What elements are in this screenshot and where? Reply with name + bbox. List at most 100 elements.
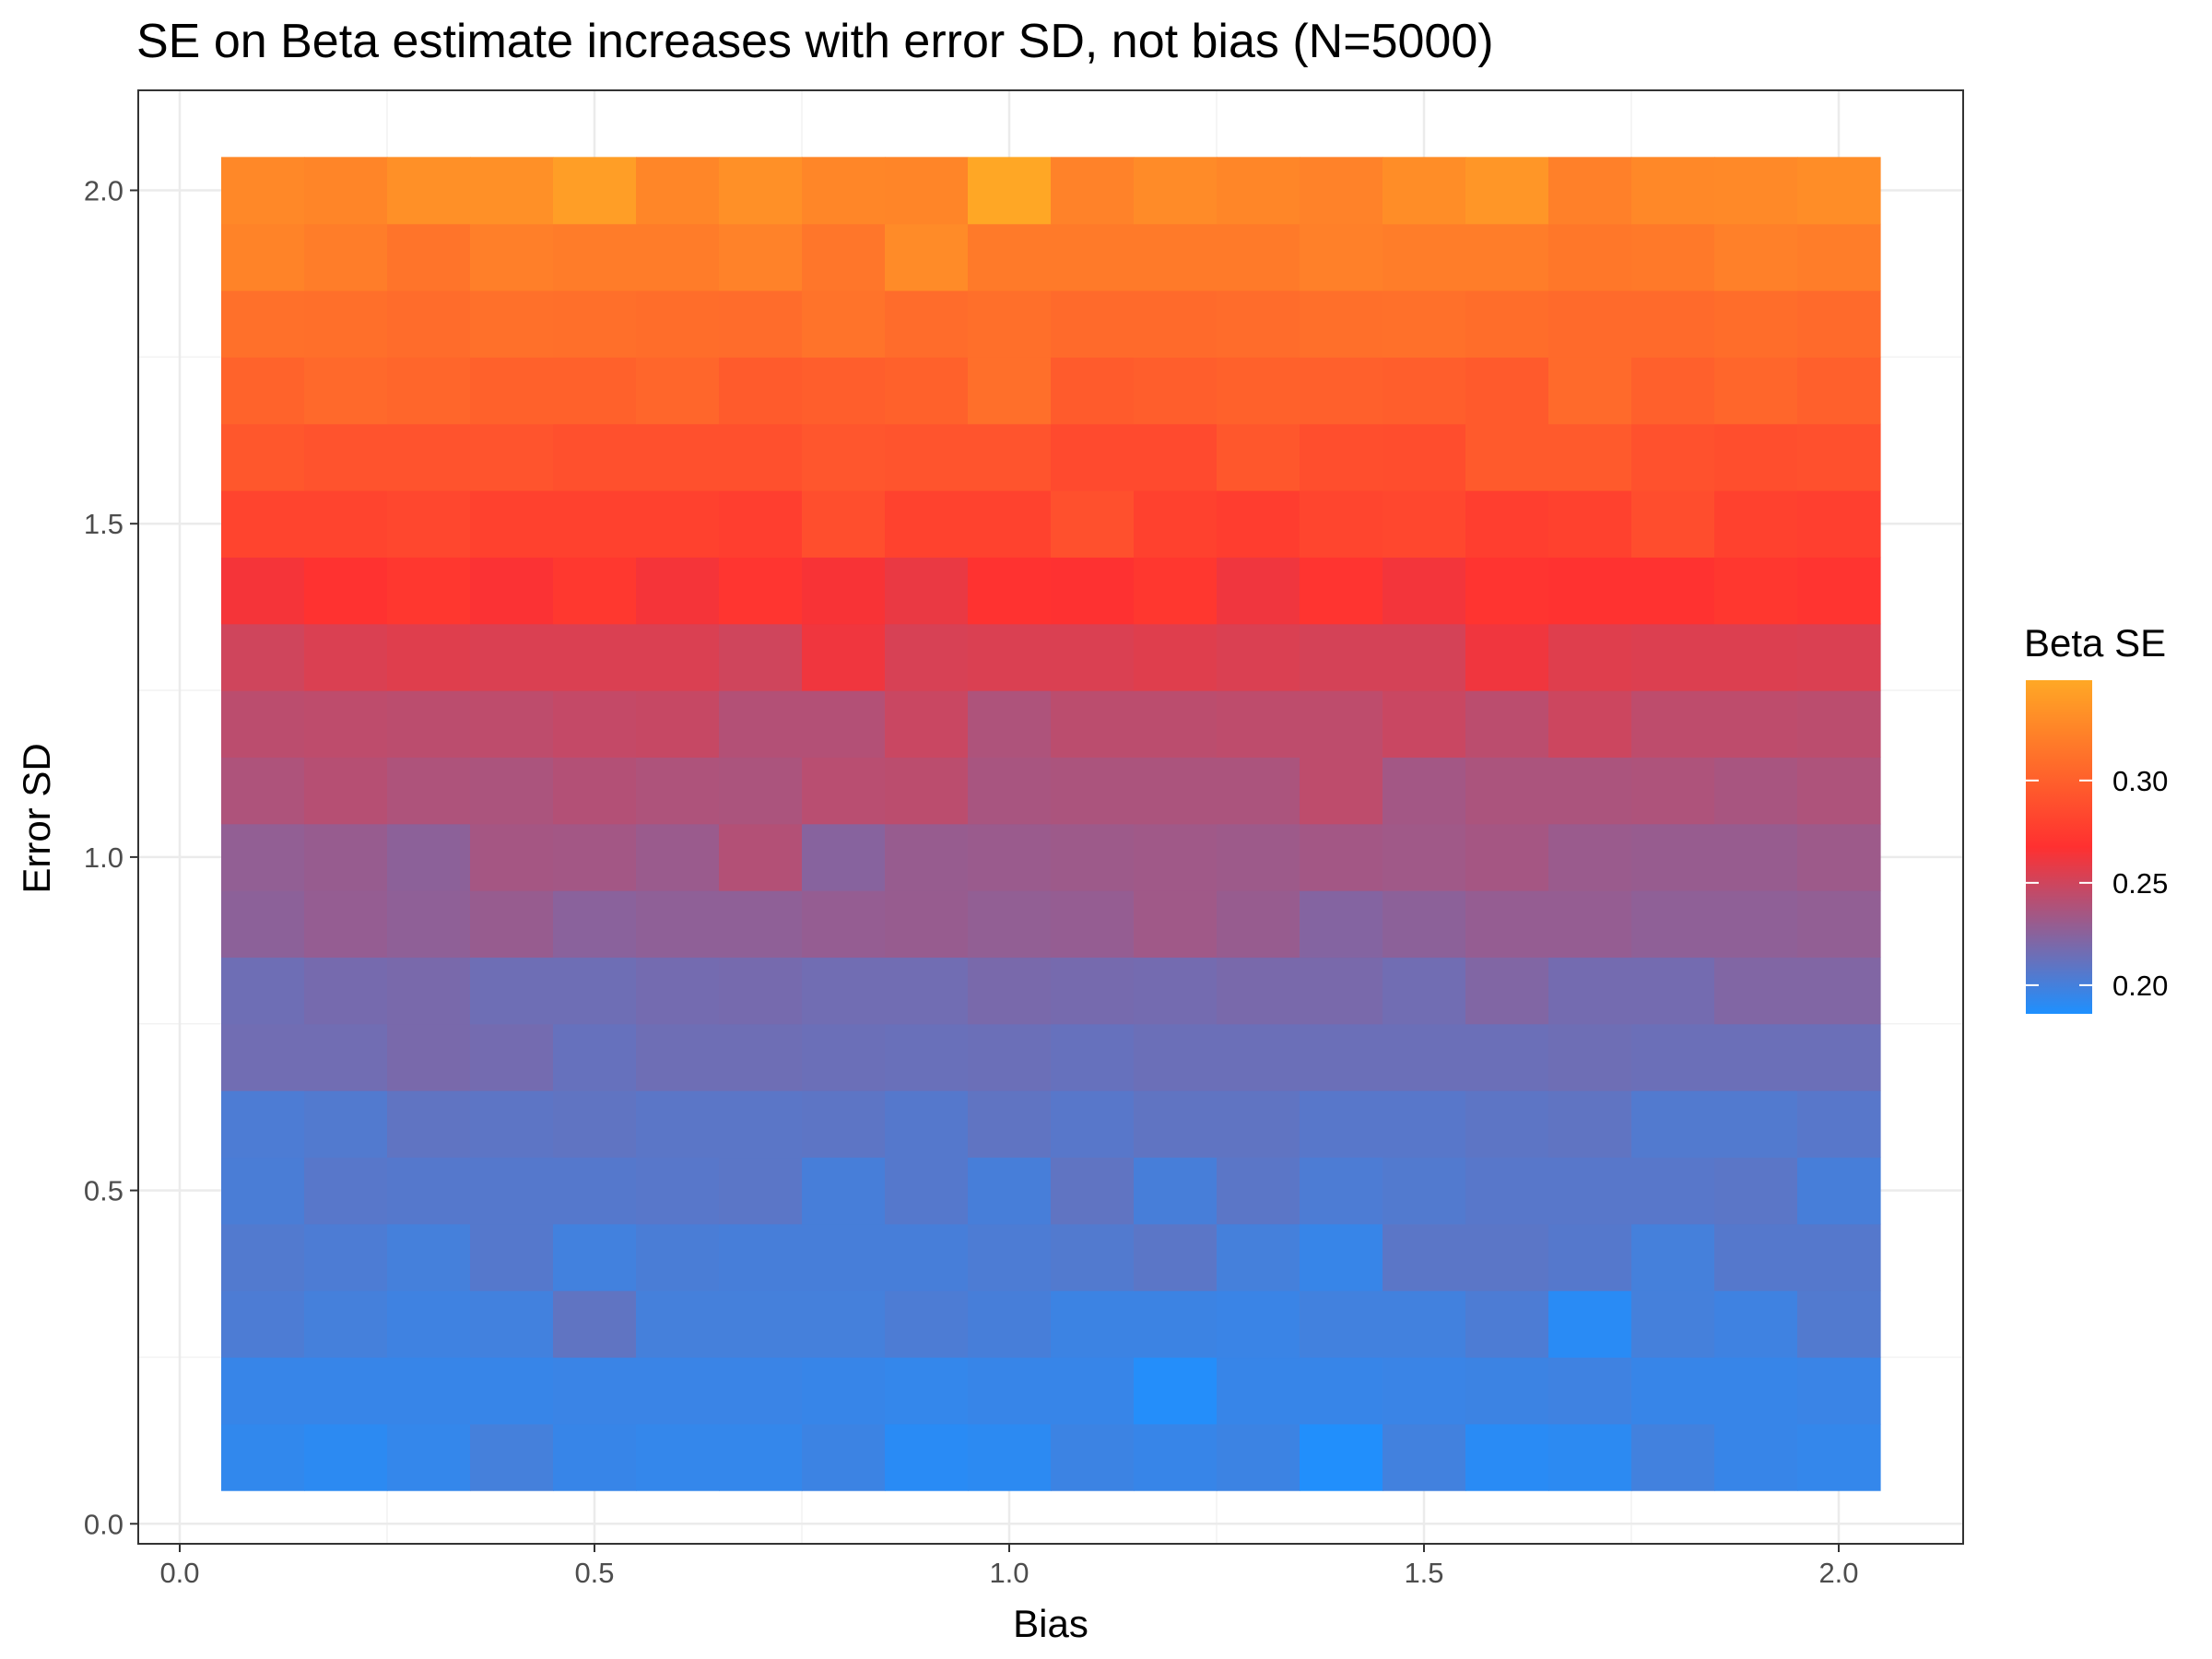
heatmap-cell [1300, 1090, 1383, 1159]
heatmap-cell [885, 823, 969, 891]
plot-border [137, 89, 1964, 1545]
heatmap-cell [304, 1090, 388, 1159]
heatmap-cell [1051, 423, 1135, 491]
heatmap-cell [802, 490, 886, 558]
heatmap-cell [1631, 890, 1715, 959]
heatmap-cell [304, 557, 388, 625]
heatmap-cell [968, 957, 1052, 1025]
heatmap-cell [719, 157, 803, 225]
heatmap-cell [1051, 1290, 1135, 1359]
heatmap-cell [470, 623, 554, 691]
heatmap-cell [719, 1157, 803, 1225]
heatmap-cell [1548, 1023, 1632, 1091]
heatmap-cell [1382, 1090, 1466, 1159]
heatmap-cell [1382, 157, 1466, 225]
heatmap-cell [1382, 357, 1466, 425]
heatmap-cell [553, 357, 637, 425]
heatmap-cell [221, 223, 305, 291]
heatmap-cell [636, 957, 720, 1025]
heatmap-cell [1134, 823, 1218, 891]
heatmap-cell [1714, 490, 1798, 558]
heatmap-cell [802, 1357, 886, 1425]
heatmap-cell [968, 357, 1052, 425]
heatmap-cell [1134, 757, 1218, 825]
heatmap-cell [1797, 357, 1881, 425]
heatmap-cell [968, 223, 1052, 291]
heatmap-cell [968, 690, 1052, 758]
heatmap-cell [1631, 290, 1715, 358]
heatmap-cell [719, 823, 803, 891]
y-tick-label: 1.5 [84, 508, 124, 540]
heatmap-cell [1382, 823, 1466, 891]
heatmap-cell [885, 1290, 969, 1359]
heatmap-cell [221, 823, 305, 891]
heatmap-cell [470, 1223, 554, 1291]
heatmap-cell [1631, 557, 1715, 625]
heatmap-cell [968, 290, 1052, 358]
heatmap-cell [1465, 1090, 1549, 1159]
heatmap-cell [1382, 490, 1466, 558]
heatmap-cell [885, 623, 969, 691]
heatmap-cell [636, 1023, 720, 1091]
x-tick-label: 1.0 [989, 1557, 1029, 1589]
heatmap-cell [221, 157, 305, 225]
heatmap-cell [470, 890, 554, 959]
heatmap-cell [553, 490, 637, 558]
heatmap-cell [1714, 557, 1798, 625]
heatmap-cell [636, 1090, 720, 1159]
heatmap-cell [1382, 1423, 1466, 1491]
heatmap-cell [1051, 757, 1135, 825]
y-axis-title: Error SD [15, 743, 58, 893]
heatmap-cell [1631, 823, 1715, 891]
heatmap-cell [553, 823, 637, 891]
heatmap-cell [885, 223, 969, 291]
heatmap-cell [1631, 1023, 1715, 1091]
heatmap-cell [885, 690, 969, 758]
heatmap-cell [1548, 223, 1632, 291]
heatmap-cell [387, 890, 471, 959]
heatmap-cell [304, 890, 388, 959]
heatmap-cell [1465, 1290, 1549, 1359]
chart-title: SE on Beta estimate increases with error… [136, 15, 1494, 68]
heatmap-cell [304, 157, 388, 225]
heatmap-cell [1631, 490, 1715, 558]
heatmap-cell [719, 957, 803, 1025]
heatmap-cell [1134, 223, 1218, 291]
heatmap-cell [636, 290, 720, 358]
heatmap-cell [885, 557, 969, 625]
heatmap-cell [802, 423, 886, 491]
heatmap-cell [719, 423, 803, 491]
heatmap-cell [802, 223, 886, 291]
heatmap-cell [968, 557, 1052, 625]
heatmap-cell [968, 1090, 1052, 1159]
heatmap-cell [470, 223, 554, 291]
heatmap-cell [1382, 1223, 1466, 1291]
x-axis: 0.0 0.5 1.0 1.5 2.0 [159, 1544, 1859, 1589]
heatmap-cell [885, 1023, 969, 1091]
heatmap-cell [221, 1223, 305, 1291]
heatmap-cell [304, 1357, 388, 1425]
heatmap-cell [553, 1157, 637, 1225]
heatmap-cell [636, 223, 720, 291]
heatmap-cell [1714, 423, 1798, 491]
y-axis: 0.0 0.5 1.0 1.5 2.0 [84, 175, 138, 1540]
heatmap-cell [968, 1223, 1052, 1291]
heatmap-cell [1300, 1357, 1383, 1425]
heatmap-cell [1714, 957, 1798, 1025]
heatmap-cell [221, 1023, 305, 1091]
heatmap-cell [1134, 1290, 1218, 1359]
heatmap-cell [221, 1157, 305, 1225]
heatmap-cell [470, 1023, 554, 1091]
heatmap-cell [885, 1423, 969, 1491]
heatmap-cell [1714, 1090, 1798, 1159]
heatmap-cell [1797, 1290, 1881, 1359]
heatmap-cell [1217, 490, 1300, 558]
heatmap-cell [221, 557, 305, 625]
heatmap-cell [304, 423, 388, 491]
heatmap-cell [1134, 423, 1218, 491]
heatmap-cell [968, 490, 1052, 558]
heatmap-cell [1300, 1423, 1383, 1491]
heatmap-cell [387, 157, 471, 225]
heatmap-cell [1382, 957, 1466, 1025]
heatmap-cell [636, 157, 720, 225]
